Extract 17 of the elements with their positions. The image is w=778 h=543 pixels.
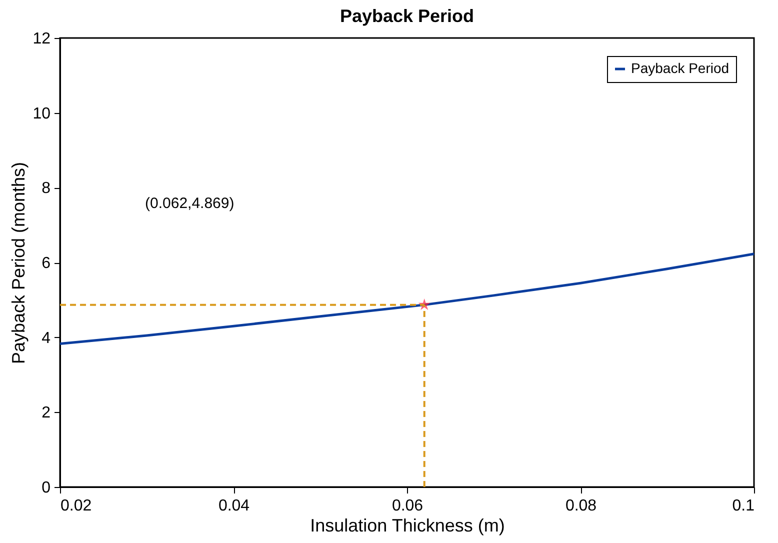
x-tick-label: 0.06 [392, 498, 424, 514]
y-axis-title: Payback Period (months) [8, 162, 29, 364]
x-tick-label: 0.08 [565, 498, 597, 514]
y-tick-label: 8 [42, 180, 51, 198]
y-tick-label: 12 [32, 30, 51, 48]
x-axis-title: Insulation Thickness (m) [310, 516, 505, 536]
x-tick-label: 0.02 [60, 498, 92, 514]
y-tick-label: 2 [42, 404, 51, 422]
chart-title: Payback Period [340, 6, 474, 26]
annotation: (0.062,4.869) [145, 195, 234, 212]
x-tick-label: 0.04 [218, 498, 250, 514]
x-tick-label: 0.1 [732, 498, 755, 514]
y-tick-label: 4 [42, 330, 51, 347]
y-tick-label: 10 [32, 105, 51, 122]
legend-label: Payback Period [631, 60, 730, 76]
y-tick-label: 6 [42, 255, 51, 272]
y-tick-label: 0 [42, 480, 51, 496]
